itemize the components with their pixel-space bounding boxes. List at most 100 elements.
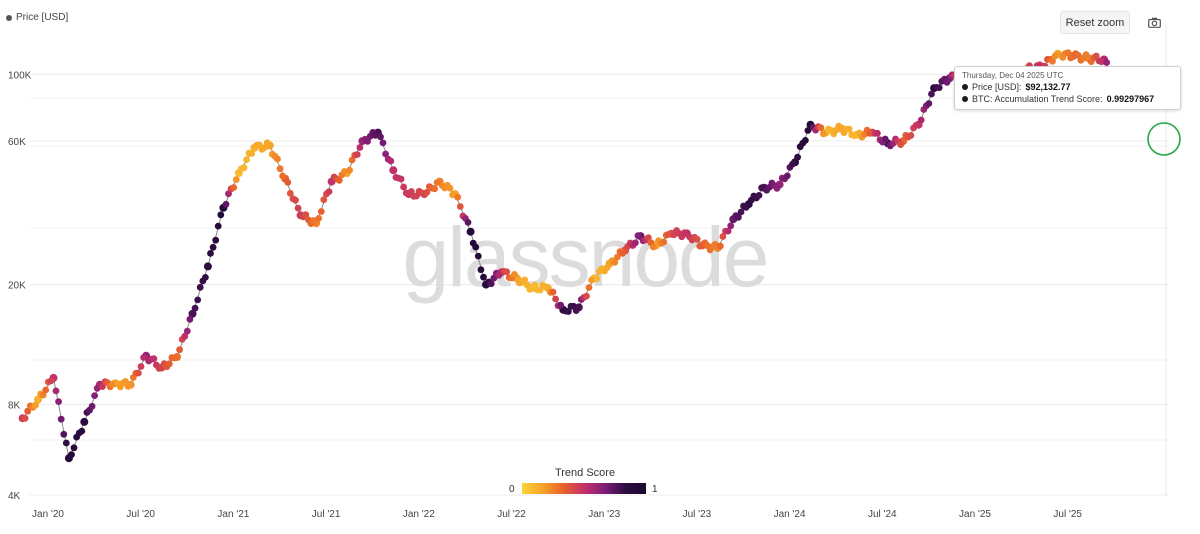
data-point [719, 233, 727, 240]
data-point [232, 176, 240, 184]
x-tick-label: Jul '24 [868, 509, 897, 520]
y-tick-label: 4K [8, 491, 21, 502]
tooltip-score-value: 0.99297967 [1106, 94, 1155, 104]
data-point [80, 417, 89, 426]
data-point [183, 327, 191, 335]
data-point [724, 227, 732, 235]
data-point [477, 266, 485, 274]
camera-icon[interactable] [1143, 12, 1165, 32]
data-point [917, 116, 925, 124]
data-point [32, 401, 39, 409]
tooltip-date: Thursday, Dec 04 2025 UTC [962, 71, 1064, 80]
tooltip-price-marker [962, 84, 968, 90]
data-point [91, 392, 98, 399]
data-point [511, 271, 518, 278]
data-point [820, 130, 827, 138]
data-point [464, 219, 472, 226]
reset-zoom-button[interactable]: Reset zoom [1060, 11, 1130, 34]
x-tick-label: Jul '22 [497, 509, 526, 520]
data-point [191, 304, 199, 312]
data-point [325, 188, 333, 196]
data-point [928, 90, 935, 98]
data-point [866, 129, 874, 137]
data-point [897, 141, 904, 149]
x-tick-label: Jan '23 [588, 509, 620, 520]
tooltip-price-label: Price [USD]: [972, 82, 1022, 92]
data-point [466, 227, 475, 236]
data-point [39, 391, 47, 399]
data-point [912, 121, 920, 129]
tooltip-score-label: BTC: Accumulation Trend Score: [972, 94, 1103, 104]
data-point [279, 172, 286, 180]
tooltip-score-marker [962, 96, 968, 102]
y-tick-label: 100K [8, 70, 32, 81]
grid-lines [30, 73, 1168, 496]
data-point [217, 211, 225, 219]
data-point [526, 286, 534, 293]
data-point [804, 127, 812, 134]
data-point [634, 232, 642, 240]
data-point [135, 369, 142, 377]
data-point [109, 380, 117, 388]
data-point [755, 192, 763, 199]
data-point [789, 160, 796, 168]
data-point [737, 208, 745, 216]
series-legend[interactable]: Price [USD] [6, 12, 68, 23]
data-point [632, 239, 639, 247]
data-point [397, 175, 405, 183]
data-point [711, 240, 719, 248]
data-point [310, 217, 317, 224]
data-point [881, 135, 889, 143]
x-tick-label: Jan '20 [32, 509, 64, 520]
data-point [611, 258, 619, 266]
x-tick-label: Jan '25 [959, 509, 991, 520]
data-point [487, 280, 495, 288]
data-point [60, 430, 68, 438]
y-tick-label: 20K [8, 281, 26, 292]
data-point [845, 125, 853, 133]
data-point [925, 100, 933, 107]
y-tick-label: 8K [8, 400, 21, 411]
data-point [294, 204, 302, 212]
data-point [379, 139, 387, 147]
data-point [315, 215, 323, 222]
data-point [454, 193, 462, 201]
data-point [1067, 54, 1074, 62]
data-point [1051, 52, 1059, 60]
data-point [212, 236, 220, 244]
colorbar-gradient [522, 483, 646, 494]
data-point [614, 253, 621, 261]
data-point [449, 191, 456, 199]
y-tick-label: 60K [8, 137, 26, 148]
data-point [93, 384, 101, 392]
data-point [549, 288, 557, 296]
data-point [1064, 49, 1072, 57]
data-point [1098, 58, 1105, 66]
data-point [644, 234, 652, 242]
data-point [320, 196, 328, 204]
legend-label: Price [USD] [16, 12, 69, 23]
data-point [783, 172, 791, 180]
data-point [680, 229, 688, 237]
data-point [565, 308, 572, 315]
data-point [742, 203, 750, 211]
data-point [186, 315, 194, 323]
data-point [583, 292, 590, 300]
data-point [243, 156, 251, 164]
data-point [209, 243, 217, 251]
data-point [222, 200, 230, 208]
data-point [346, 166, 353, 174]
x-tick-label: Jul '23 [683, 509, 712, 520]
data-point [356, 144, 364, 151]
data-point [423, 189, 431, 196]
data-point [552, 295, 559, 303]
data-point [472, 243, 480, 251]
data-point [176, 346, 184, 354]
tooltip: Thursday, Dec 04 2025 UTC Price [USD]: $… [954, 66, 1181, 110]
data-point [402, 189, 410, 197]
data-point [371, 131, 379, 139]
data-point [480, 273, 487, 281]
data-point [24, 407, 32, 415]
data-point [202, 274, 209, 281]
